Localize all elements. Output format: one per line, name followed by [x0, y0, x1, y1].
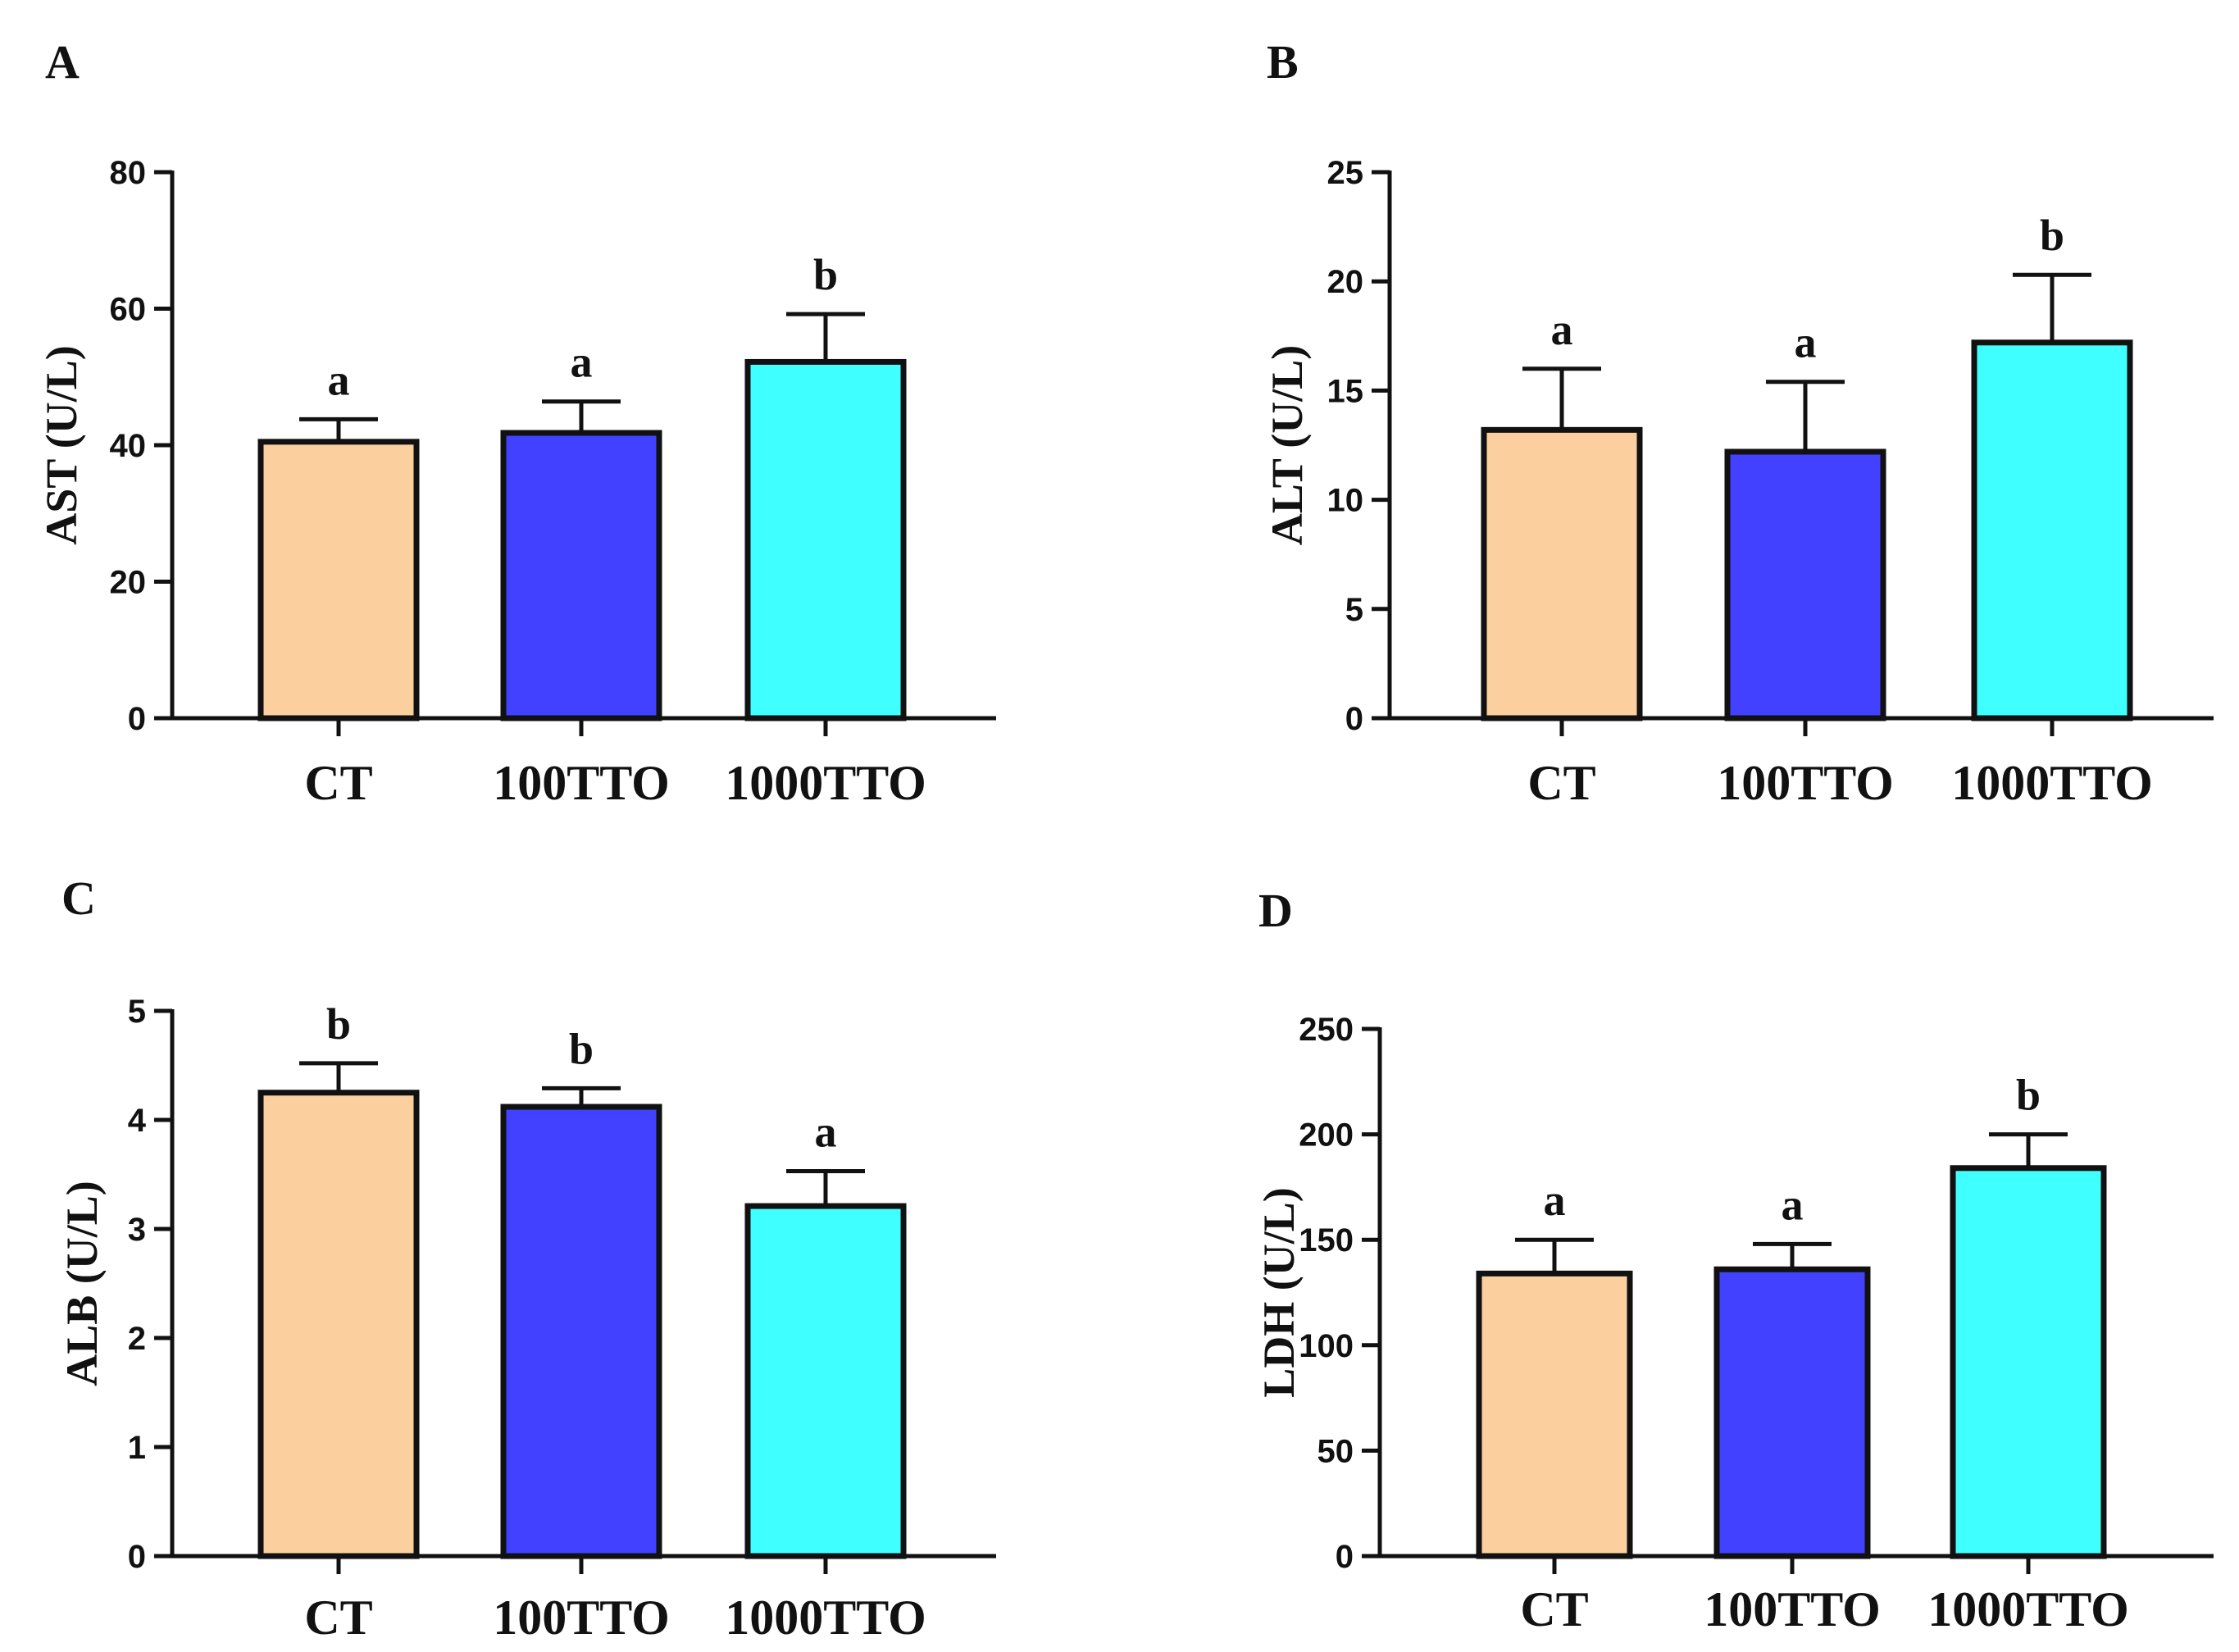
x-tick-label: 1000TTO: [1951, 756, 2153, 810]
bar-ct: [257, 1090, 420, 1559]
significance-label: b: [2040, 211, 2064, 260]
x-tick-label: 100TTO: [1717, 756, 1894, 810]
y-tick-label: 0: [1345, 701, 1363, 737]
y-tick-label: 0: [128, 1539, 146, 1575]
y-tick-label: 25: [1327, 155, 1364, 191]
y-tick-label: 150: [1299, 1222, 1354, 1258]
y-tick-label: 20: [110, 565, 147, 601]
x-tick-label: 100TTO: [493, 756, 670, 810]
y-tick-label: 5: [1345, 592, 1363, 628]
bar-ct: [257, 439, 420, 721]
panel-letter: A: [45, 35, 80, 89]
significance-label: b: [569, 1024, 594, 1073]
significance-label: a: [1795, 318, 1817, 367]
y-tick-label: 40: [110, 428, 147, 464]
significance-label: a: [1782, 1180, 1804, 1229]
y-axis-title: LDH (U/L): [1254, 1187, 1304, 1398]
y-tick-label: 10: [1327, 483, 1364, 519]
y-tick-label: 1: [128, 1430, 146, 1466]
y-tick-label: 80: [110, 155, 147, 191]
y-axis-title: AST (U/L): [37, 345, 86, 545]
y-tick-label: 200: [1299, 1117, 1354, 1154]
x-tick-label: 100TTO: [1704, 1582, 1881, 1636]
bar-100tto: [500, 1104, 662, 1559]
y-tick-label: 0: [128, 701, 146, 737]
y-tick-label: 0: [1336, 1539, 1354, 1575]
y-axis-title: ALB (U/L): [57, 1181, 107, 1386]
panel-letter: B: [1267, 35, 1299, 89]
y-tick-label: 5: [128, 994, 146, 1030]
y-tick-label: 2: [128, 1321, 146, 1357]
chart-panel-d: D 0 50 100 150 200 250 LDH (U/L) CT a 100TTO a 1000T…: [1254, 884, 2214, 1636]
significance-label: a: [1551, 305, 1573, 354]
x-tick-label: CT: [304, 756, 372, 810]
x-tick-label: 1000TTO: [725, 1591, 926, 1645]
bar-1000tto: [744, 358, 907, 721]
bar-1000tto: [744, 1203, 907, 1559]
bar-ct: [1481, 426, 1643, 721]
y-tick-label: 20: [1327, 264, 1364, 300]
bar-1000tto: [1971, 339, 2133, 721]
y-tick-label: 50: [1317, 1433, 1354, 1469]
significance-label: a: [815, 1108, 837, 1157]
chart-panel-c: C 0 1 2 3 4 5 ALB (U/L) CT b 100TTO b 1000TTO a: [57, 872, 996, 1645]
x-tick-label: CT: [1527, 756, 1595, 810]
y-tick-label: 250: [1299, 1012, 1354, 1048]
significance-label: b: [326, 999, 351, 1049]
significance-label: a: [571, 338, 593, 387]
bar-100tto: [500, 430, 662, 721]
y-tick-label: 15: [1327, 373, 1364, 409]
bar-ct: [1476, 1270, 1633, 1559]
x-tick-label: 1000TTO: [1927, 1582, 2129, 1636]
y-tick-label: 100: [1299, 1328, 1354, 1364]
significance-label: b: [813, 250, 838, 299]
significance-label: b: [2016, 1071, 2041, 1120]
x-tick-label: CT: [304, 1591, 372, 1645]
x-tick-label: 1000TTO: [725, 756, 926, 810]
y-tick-label: 60: [110, 292, 147, 328]
bar-100tto: [1713, 1266, 1871, 1559]
significance-label: a: [328, 355, 350, 404]
chart-panel-a: A 0 20 40 60 80 AST (U/L) CT a 100TTO a 1000TTO b: [37, 35, 996, 810]
y-tick-label: 4: [128, 1103, 147, 1139]
chart-panel-b: B 0 5 10 15 20 25 ALT (U/L) CT a 100TTO a 1000TTO b: [1263, 35, 2214, 810]
x-tick-label: CT: [1520, 1582, 1588, 1636]
bar-100tto: [1724, 448, 1886, 721]
panel-letter: C: [61, 872, 96, 925]
bar-1000tto: [1950, 1165, 2107, 1559]
x-tick-label: 100TTO: [493, 1591, 670, 1645]
y-axis-title: ALT (U/L): [1263, 345, 1312, 546]
panel-letter: D: [1258, 884, 1293, 937]
y-tick-label: 3: [128, 1212, 146, 1248]
significance-label: a: [1544, 1176, 1566, 1225]
